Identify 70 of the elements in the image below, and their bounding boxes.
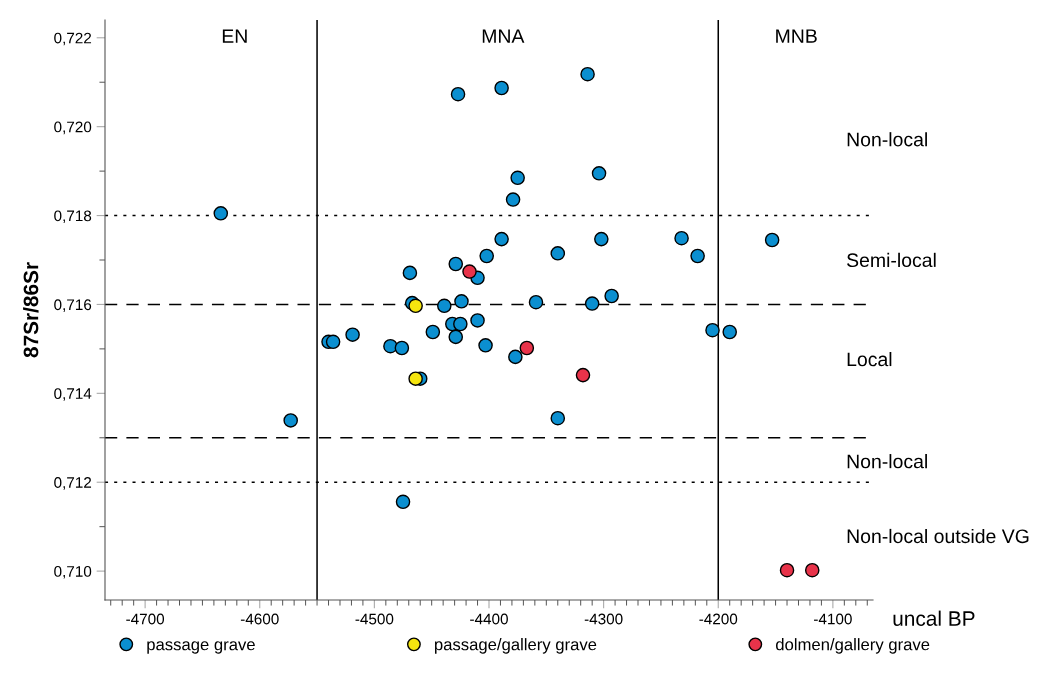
point xyxy=(454,294,469,309)
point xyxy=(325,334,341,350)
annotation: Local xyxy=(847,351,892,367)
y-axis-title: 87Sr/86Sr xyxy=(23,262,39,358)
y-tick-label: 0,722 xyxy=(54,32,92,46)
point xyxy=(479,248,494,264)
point xyxy=(575,367,591,383)
x-tick-label: -4100 xyxy=(814,613,852,625)
legend-label: passage/gallery grave xyxy=(434,638,597,654)
point xyxy=(453,316,468,332)
point xyxy=(448,256,464,272)
point xyxy=(494,231,509,247)
x-tick-label: -4700 xyxy=(126,613,165,625)
y-tick-label: 0,710 xyxy=(54,565,92,579)
annotation: Non-local xyxy=(847,454,927,469)
x-tick-label: -4600 xyxy=(240,613,279,625)
point xyxy=(580,66,595,82)
point xyxy=(690,248,705,264)
annotation: Semi-local xyxy=(847,252,936,268)
point xyxy=(425,324,441,340)
point xyxy=(550,410,566,426)
point xyxy=(408,298,423,314)
point xyxy=(705,322,720,338)
point xyxy=(213,206,229,221)
point xyxy=(508,349,523,365)
annotation: MNB xyxy=(776,29,817,43)
y-tick-label: 0,718 xyxy=(54,210,92,224)
x-axis-title: uncal BP xyxy=(893,610,975,626)
annotation: EN xyxy=(222,29,247,43)
point xyxy=(383,338,398,354)
point xyxy=(505,192,521,207)
point xyxy=(283,413,298,428)
legend-label: passage grave xyxy=(147,641,255,654)
point xyxy=(591,166,607,181)
point xyxy=(448,329,464,345)
point xyxy=(462,264,477,279)
point xyxy=(528,294,544,310)
point xyxy=(604,288,619,304)
y-tick-label: 0,716 xyxy=(54,299,92,312)
legend-label: dolmen/gallery grave xyxy=(776,638,930,654)
annotation: Non-local outside VG xyxy=(847,528,1029,544)
point xyxy=(722,324,737,340)
x-tick-label: -4300 xyxy=(584,613,623,625)
point xyxy=(584,296,600,311)
point xyxy=(804,562,820,578)
point xyxy=(510,170,525,186)
y-tick-label: 0,720 xyxy=(54,121,92,135)
point xyxy=(519,340,535,356)
point xyxy=(494,80,509,96)
point xyxy=(402,265,418,281)
y-tick-label: 0,714 xyxy=(54,388,92,401)
point xyxy=(450,86,466,102)
point xyxy=(395,494,411,510)
y-tick-label: 0,712 xyxy=(54,477,92,490)
point xyxy=(478,338,493,353)
x-tick-label: -4200 xyxy=(699,613,738,625)
point xyxy=(345,327,360,342)
point xyxy=(470,313,485,328)
point xyxy=(550,246,566,261)
x-tick-label: -4500 xyxy=(355,613,394,625)
point xyxy=(394,340,410,356)
annotation: MNA xyxy=(482,29,525,43)
x-tick-label: -4400 xyxy=(470,613,508,625)
point xyxy=(779,562,795,578)
point xyxy=(594,231,609,247)
point xyxy=(764,232,780,248)
point xyxy=(674,230,689,246)
point xyxy=(437,298,452,314)
point xyxy=(408,371,423,386)
annotation: Non-local xyxy=(847,132,927,147)
